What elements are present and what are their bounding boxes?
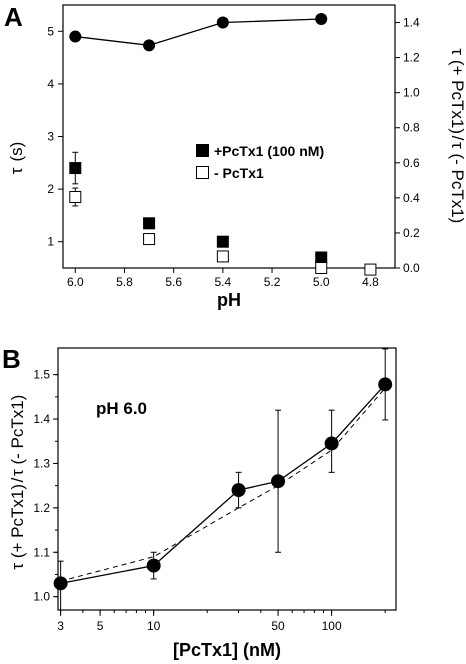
- x-tick-label: 3: [57, 619, 64, 633]
- series-line-data: [60, 383, 386, 584]
- y-tick-label: 1.0: [33, 590, 50, 604]
- b-ylabel-denominator: τ (- PcTx1): [8, 395, 27, 476]
- y-tick-label-right: 0.4: [403, 191, 420, 205]
- y-tick-label-right: 0.6: [403, 156, 420, 170]
- y-tick-label: 1.5: [33, 368, 50, 382]
- panel-b-xlabel: [PcTx1] (nM): [173, 640, 281, 660]
- legend-open-square: [196, 166, 209, 179]
- y-tick-label-left: 1: [47, 235, 54, 249]
- panel-b-label: B: [2, 344, 21, 374]
- data-point-plus-pctx1: [315, 251, 328, 264]
- right-ylabel-slash: /: [448, 136, 466, 141]
- data-point-plus-pctx1: [216, 235, 229, 248]
- tau-symbol: τ: [7, 167, 26, 174]
- y-tick-label-left: 5: [47, 24, 54, 38]
- y-tick-label-left: 4: [47, 77, 54, 91]
- y-tick-label-right: 0.0: [403, 261, 420, 275]
- data-point-minus-pctx1: [216, 250, 229, 263]
- y-tick-label-right: 0.8: [403, 121, 420, 135]
- x-tick-label: 4.8: [362, 275, 379, 289]
- x-tick-label: 5.2: [264, 275, 281, 289]
- data-point: [53, 576, 68, 591]
- x-tick-label: 10: [147, 619, 161, 633]
- y-tick-label: 1.2: [33, 501, 50, 515]
- data-point-plus-pctx1: [143, 217, 156, 230]
- data-point: [378, 377, 393, 392]
- y-tick-label-right: 0.2: [403, 226, 420, 240]
- legend-label-minus: - PcTx1: [214, 165, 264, 181]
- data-point-ratio: [315, 13, 328, 26]
- x-tick-label: 5.8: [116, 275, 133, 289]
- b-ylabel-numerator: τ (+ PcTx1): [8, 484, 27, 570]
- y-tick-label-right: 1.0: [403, 86, 420, 100]
- y-tick-label: 1.4: [33, 412, 50, 426]
- x-tick-label: 5.6: [165, 275, 182, 289]
- right-ylabel-numerator: τ (+ PcTx1): [448, 48, 466, 134]
- data-point: [231, 483, 246, 498]
- data-point: [146, 558, 161, 573]
- y-tick-label-left: 3: [47, 130, 54, 144]
- panel-b: B 3 5 10 50 100 1.0 1.1 1.2 1.3 1.4 1.5 pH 6.0 [Pc…: [2, 344, 397, 660]
- panel-a-left-ylabel: τ (s): [7, 142, 26, 175]
- panel-b-frame: [57, 347, 397, 611]
- data-point-ratio: [216, 16, 229, 29]
- y-tick-label: 1.1: [33, 545, 50, 559]
- data-point: [271, 474, 286, 489]
- x-tick-label: 5.0: [313, 275, 330, 289]
- panel-a: A 6.0 5.8 5.6 5.4 5.2 5.0 4.8 1 2 3 4 5 0.0 0.2 0.4 0.6…: [4, 2, 466, 310]
- right-ylabel-denominator: τ (- PcTx1): [448, 142, 466, 223]
- data-point-ratio: [143, 39, 156, 52]
- legend-filled-square: [196, 144, 209, 157]
- panel-a-xlabel: pH: [217, 290, 241, 310]
- y-tick-label: 1.3: [33, 456, 50, 470]
- y-tick-label-left: 2: [47, 182, 54, 196]
- panel-a-label: A: [4, 2, 23, 32]
- legend-label-plus: +PcTx1 (100 nM): [214, 143, 324, 159]
- panel-a-frame: [62, 4, 396, 269]
- x-tick-label: 6.0: [67, 275, 84, 289]
- data-point-ratio: [69, 30, 82, 43]
- data-point: [324, 436, 339, 451]
- x-tick-label: 5: [97, 619, 104, 633]
- x-tick-label: 50: [271, 619, 285, 633]
- series-line-ratio: [75, 18, 322, 46]
- data-point-minus-pctx1: [69, 190, 82, 203]
- data-point-minus-pctx1: [315, 262, 328, 274]
- series-line-dashed-fit: [60, 387, 386, 582]
- x-tick-label: 5.4: [215, 275, 232, 289]
- data-point-plus-pctx1: [69, 162, 82, 175]
- data-point-minus-pctx1: [143, 233, 156, 246]
- panel-a-legend: +PcTx1 (100 nM) - PcTx1: [196, 143, 324, 181]
- x-tick-label: 100: [322, 619, 342, 633]
- data-point-minus-pctx1: [364, 263, 377, 276]
- ph-annotation: pH 6.0: [96, 399, 147, 418]
- b-ylabel-slash: /: [8, 477, 27, 482]
- panel-b-ylabel: τ (+ PcTx1) / τ (- PcTx1): [8, 395, 27, 570]
- y-tick-label-right: 1.2: [403, 51, 420, 65]
- y-tick-label-right: 1.4: [403, 16, 420, 30]
- unit-label: (s): [7, 142, 26, 162]
- panel-a-right-ylabel: τ (+ PcTx1) / τ (- PcTx1): [448, 48, 466, 223]
